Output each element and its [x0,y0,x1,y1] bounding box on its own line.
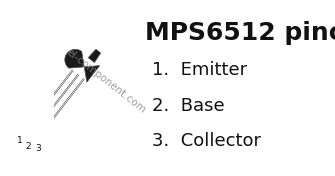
Polygon shape [88,49,101,62]
Text: 2: 2 [25,142,31,151]
Polygon shape [28,74,79,138]
Polygon shape [35,78,84,142]
Text: el-component.com: el-component.com [65,47,148,115]
Text: 3: 3 [35,144,41,153]
Text: 2.  Base: 2. Base [152,97,224,115]
Text: 1.  Emitter: 1. Emitter [152,61,247,79]
Text: 3.  Collector: 3. Collector [152,132,261,150]
Text: MPS6512 pinout: MPS6512 pinout [145,21,335,45]
Text: 1: 1 [16,136,22,145]
Polygon shape [29,74,79,138]
Polygon shape [23,70,73,134]
Polygon shape [34,78,84,143]
Polygon shape [65,49,100,82]
Polygon shape [23,70,73,134]
